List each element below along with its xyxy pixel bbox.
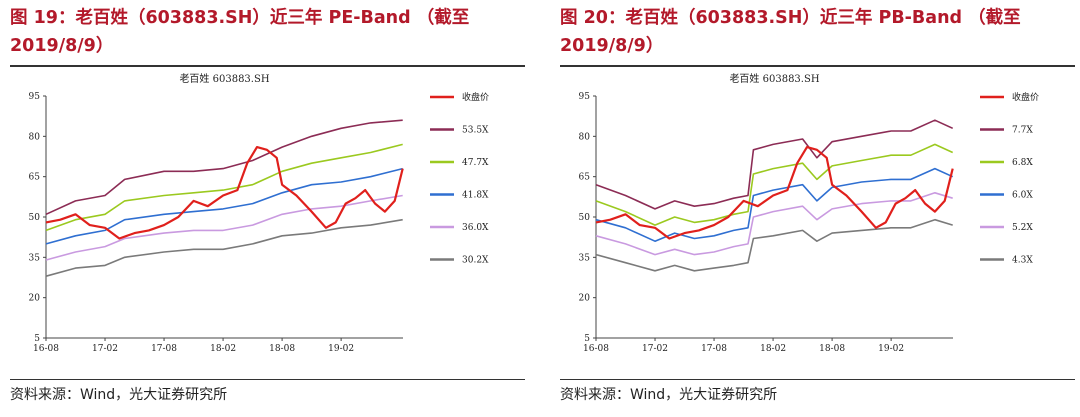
x-tick-label: 19-02 [328,344,354,354]
y-tick-label: 65 [29,173,41,183]
source-rule [10,379,525,380]
x-tick-label: 16-08 [583,344,609,354]
y-tick-label: 35 [579,253,591,263]
title-rule [560,65,1075,67]
legend-label: 6.8X [1012,158,1033,168]
x-tick-label: 17-08 [151,344,177,354]
y-tick-label: 65 [579,173,591,183]
series-line [45,167,403,245]
legend-label: 53.5X [462,126,489,136]
y-tick-label: 20 [579,294,591,304]
figure-title: 图 19：老百姓（603883.SH）近三年 PE-Band （截至2019/8… [10,8,470,56]
y-tick-label: 35 [29,253,41,263]
series-line [45,218,403,277]
y-tick-label: 80 [579,132,591,142]
chart-title: 老百姓 603883.SH [729,72,819,85]
legend-label: 7.7X [1012,126,1033,136]
x-tick-label: 18-02 [760,344,786,354]
y-tick-label: 80 [29,132,41,142]
legend-label: 5.2X [1012,223,1033,233]
series-line [595,146,954,240]
legend-label: 47.7X [462,158,489,168]
y-tick-label: 5 [584,334,590,344]
figure-20-panel: 图 20：老百姓（603883.SH）近三年 PB-Band （截至2019/8… [560,0,1075,417]
pe-band-chart: 老百姓 603883.SH 5 20 35 50 65 80 95 16-08 17-02 17-0… [10,70,525,375]
title-rule [10,65,525,67]
series-line [595,167,954,242]
figure-title: 图 20：老百姓（603883.SH）近三年 PB-Band （截至2019/8… [560,8,1021,56]
x-tick-label: 18-08 [269,344,295,354]
figure-19-panel: 图 19：老百姓（603883.SH）近三年 PE-Band （截至2019/8… [10,0,525,417]
y-tick-label: 50 [29,213,41,223]
series-line [595,119,954,210]
series-line [45,119,403,216]
x-tick-label: 17-08 [701,344,727,354]
y-tick-label: 20 [29,294,41,304]
series-line [45,194,403,261]
y-tick-label: 50 [579,213,591,223]
x-tick-label: 19-02 [878,344,904,354]
legend-label: 30.2X [462,256,489,266]
source-note: 资料来源：Wind，光大证券研究所 [10,387,228,403]
pb-band-chart: 老百姓 603883.SH 5 20 35 50 65 80 95 16-08 17-02 17-0… [560,70,1075,375]
y-tick-label: 95 [29,92,41,102]
legend-label: 36.0X [462,223,489,233]
legend-label: 6.0X [1012,191,1033,201]
y-tick-label: 95 [579,92,591,102]
series-line [595,192,953,256]
source-rule [560,379,1075,380]
legend-label: 4.3X [1012,256,1033,266]
x-tick-label: 17-02 [92,344,118,354]
series-line [45,146,404,240]
series-line [595,218,953,272]
pb-band-svg: 老百姓 603883.SH 5 20 35 50 65 80 95 16-08 17-02 17-0… [579,72,1039,354]
series-line [595,143,954,226]
pe-band-svg: 老百姓 603883.SH 5 20 35 50 65 80 95 16-08 17-02 17-0… [29,72,489,354]
x-tick-label: 17-02 [642,344,668,354]
y-tick-label: 5 [34,334,40,344]
legend-label: 41.8X [462,191,489,201]
legend-label: 收盘价 [462,91,489,103]
x-tick-label: 18-02 [210,344,236,354]
x-tick-label: 18-08 [819,344,845,354]
x-tick-label: 16-08 [33,344,59,354]
chart-title: 老百姓 603883.SH [179,72,269,85]
source-note: 资料来源：Wind，光大证券研究所 [560,387,778,403]
series-line [45,143,403,232]
legend-label: 收盘价 [1012,91,1039,103]
